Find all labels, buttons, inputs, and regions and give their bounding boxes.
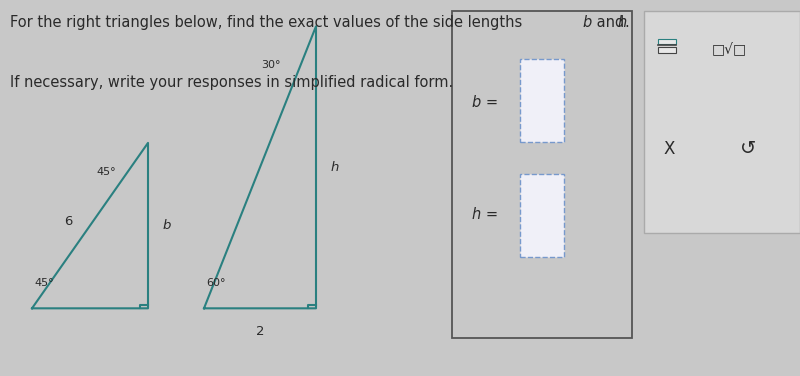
Text: .: . [624, 15, 629, 30]
Text: X: X [664, 140, 675, 158]
FancyBboxPatch shape [644, 11, 800, 233]
Text: 45°: 45° [96, 167, 116, 177]
Text: For the right triangles below, find the exact values of the side lengths: For the right triangles below, find the … [10, 15, 526, 30]
FancyBboxPatch shape [520, 174, 564, 256]
Text: b =: b = [472, 96, 498, 111]
Text: h: h [330, 161, 338, 174]
FancyBboxPatch shape [452, 11, 632, 338]
FancyBboxPatch shape [658, 47, 676, 53]
FancyBboxPatch shape [520, 59, 564, 142]
Text: b: b [583, 15, 592, 30]
Text: □√□: □√□ [712, 43, 747, 57]
Text: ↺: ↺ [740, 139, 756, 158]
Text: 45°: 45° [34, 277, 54, 288]
Text: 30°: 30° [262, 60, 281, 70]
FancyBboxPatch shape [658, 39, 676, 44]
Text: If necessary, write your responses in simplified radical form.: If necessary, write your responses in si… [10, 75, 453, 90]
Text: and: and [592, 15, 629, 30]
Text: 6: 6 [64, 215, 72, 228]
Text: h: h [618, 15, 627, 30]
Text: h =: h = [472, 206, 498, 221]
Text: 2: 2 [256, 325, 264, 338]
Text: b: b [162, 219, 170, 232]
Text: 60°: 60° [206, 277, 226, 288]
